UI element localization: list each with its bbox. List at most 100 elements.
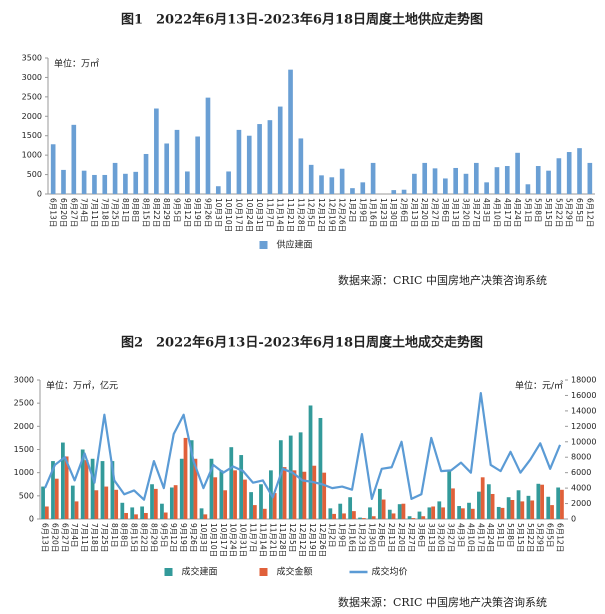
bar	[328, 508, 333, 519]
x-tick-label: 1月2日	[328, 523, 337, 548]
y2-tick-label: 2000	[571, 499, 591, 508]
bar	[239, 455, 244, 519]
bar	[368, 507, 372, 519]
x-tick-label: 3月6日	[441, 198, 450, 223]
source-note: 数据来源：CRIC 中国房地产决策咨询系统	[338, 273, 547, 287]
legend-label: 成交建面	[182, 566, 218, 578]
bar	[441, 507, 445, 519]
x-tick-label: 7月25日	[111, 198, 120, 227]
bar	[520, 501, 525, 519]
x-tick-label: 8月22日	[140, 523, 149, 552]
x-tick-label: 11月7日	[248, 523, 257, 552]
bar	[298, 432, 303, 519]
x-tick-label: 1月9日	[338, 523, 347, 548]
bar	[61, 169, 66, 194]
x-tick-label: 2月20日	[420, 198, 429, 227]
bar	[546, 496, 551, 519]
x-tick-label: 10月17日	[234, 198, 243, 232]
bar	[560, 489, 564, 519]
x-tick-label: 12月12日	[317, 198, 326, 232]
x-tick-label: 7月18日	[100, 198, 109, 227]
x-tick-label: 11月28日	[278, 523, 287, 557]
bar	[282, 467, 287, 519]
x-tick-label: 4月24日	[513, 198, 522, 227]
bar	[308, 164, 314, 194]
bar	[61, 442, 65, 519]
bar	[54, 478, 59, 519]
y2-tick-label: 8000	[571, 453, 591, 462]
x-tick-label: 11月14日	[258, 523, 267, 557]
bar	[302, 471, 307, 519]
bar	[525, 184, 531, 194]
bar	[193, 458, 198, 519]
x-tick-label: 12月26日	[338, 198, 347, 232]
bar	[226, 171, 231, 194]
bar	[370, 162, 376, 194]
x-tick-label: 10月10日	[224, 198, 233, 232]
bar	[185, 171, 190, 194]
bar	[215, 186, 221, 194]
x-tick-label: 9月5日	[173, 198, 182, 223]
x-tick-label: 3月13日	[451, 198, 460, 227]
bar	[526, 495, 531, 519]
x-tick-label: 2月27日	[431, 198, 440, 227]
bar	[74, 501, 79, 519]
x-tick-label: 9月26日	[203, 198, 212, 227]
bar	[160, 503, 164, 519]
bar	[124, 512, 128, 519]
bar	[92, 174, 97, 194]
bar	[144, 512, 148, 519]
bar	[422, 162, 428, 194]
x-tick-label: 12月19日	[308, 523, 317, 557]
bar	[322, 472, 327, 519]
x-tick-label: 10月3日	[214, 198, 223, 227]
bar	[205, 97, 211, 194]
x-tick-label: 1月30日	[389, 198, 398, 227]
bar	[318, 417, 323, 519]
line	[43, 392, 562, 501]
bar	[387, 509, 392, 519]
x-tick-label: 5月15日	[516, 523, 525, 552]
bar	[195, 136, 200, 194]
x-tick-label: 8月8日	[120, 523, 129, 548]
bar	[431, 506, 436, 519]
bar	[577, 148, 582, 194]
bar	[352, 511, 356, 519]
y2-tick-label: 14000	[571, 406, 596, 415]
x-tick-label: 11月28日	[296, 198, 305, 232]
bar	[437, 501, 442, 519]
x-tick-label: 11月21日	[268, 523, 277, 557]
bar	[350, 188, 355, 194]
x-tick-label: 5月29日	[565, 198, 574, 227]
x-tick-label: 7月11日	[80, 523, 89, 552]
x-tick-label: 10月31日	[255, 198, 264, 232]
bar	[173, 485, 178, 519]
bar	[249, 492, 253, 519]
unit-label: 单位：万㎡，亿元	[46, 380, 118, 392]
bar	[229, 447, 234, 519]
y2-tick-label: 6000	[571, 468, 591, 477]
x-tick-label: 8月22日	[152, 198, 161, 227]
x-tick-label: 10月17日	[219, 523, 228, 557]
bar	[412, 173, 417, 194]
bar	[153, 488, 158, 519]
bar	[70, 485, 75, 519]
bar	[550, 505, 554, 519]
bar	[401, 189, 407, 194]
y2-tick-label: 18000	[571, 376, 596, 385]
bar	[339, 168, 345, 194]
bar	[308, 405, 313, 519]
bar	[460, 508, 465, 519]
bar	[484, 182, 489, 194]
x-tick-label: 1月30日	[367, 523, 376, 552]
x-tick-label: 8月8日	[131, 198, 140, 223]
bar	[267, 120, 273, 194]
x-tick-label: 6月20日	[59, 198, 68, 227]
bar	[496, 506, 501, 519]
unit-label: 单位：万㎡	[54, 58, 99, 70]
bar	[342, 513, 346, 519]
bar	[358, 517, 362, 519]
bar	[104, 486, 109, 519]
bar	[463, 173, 469, 194]
bar	[411, 518, 416, 519]
